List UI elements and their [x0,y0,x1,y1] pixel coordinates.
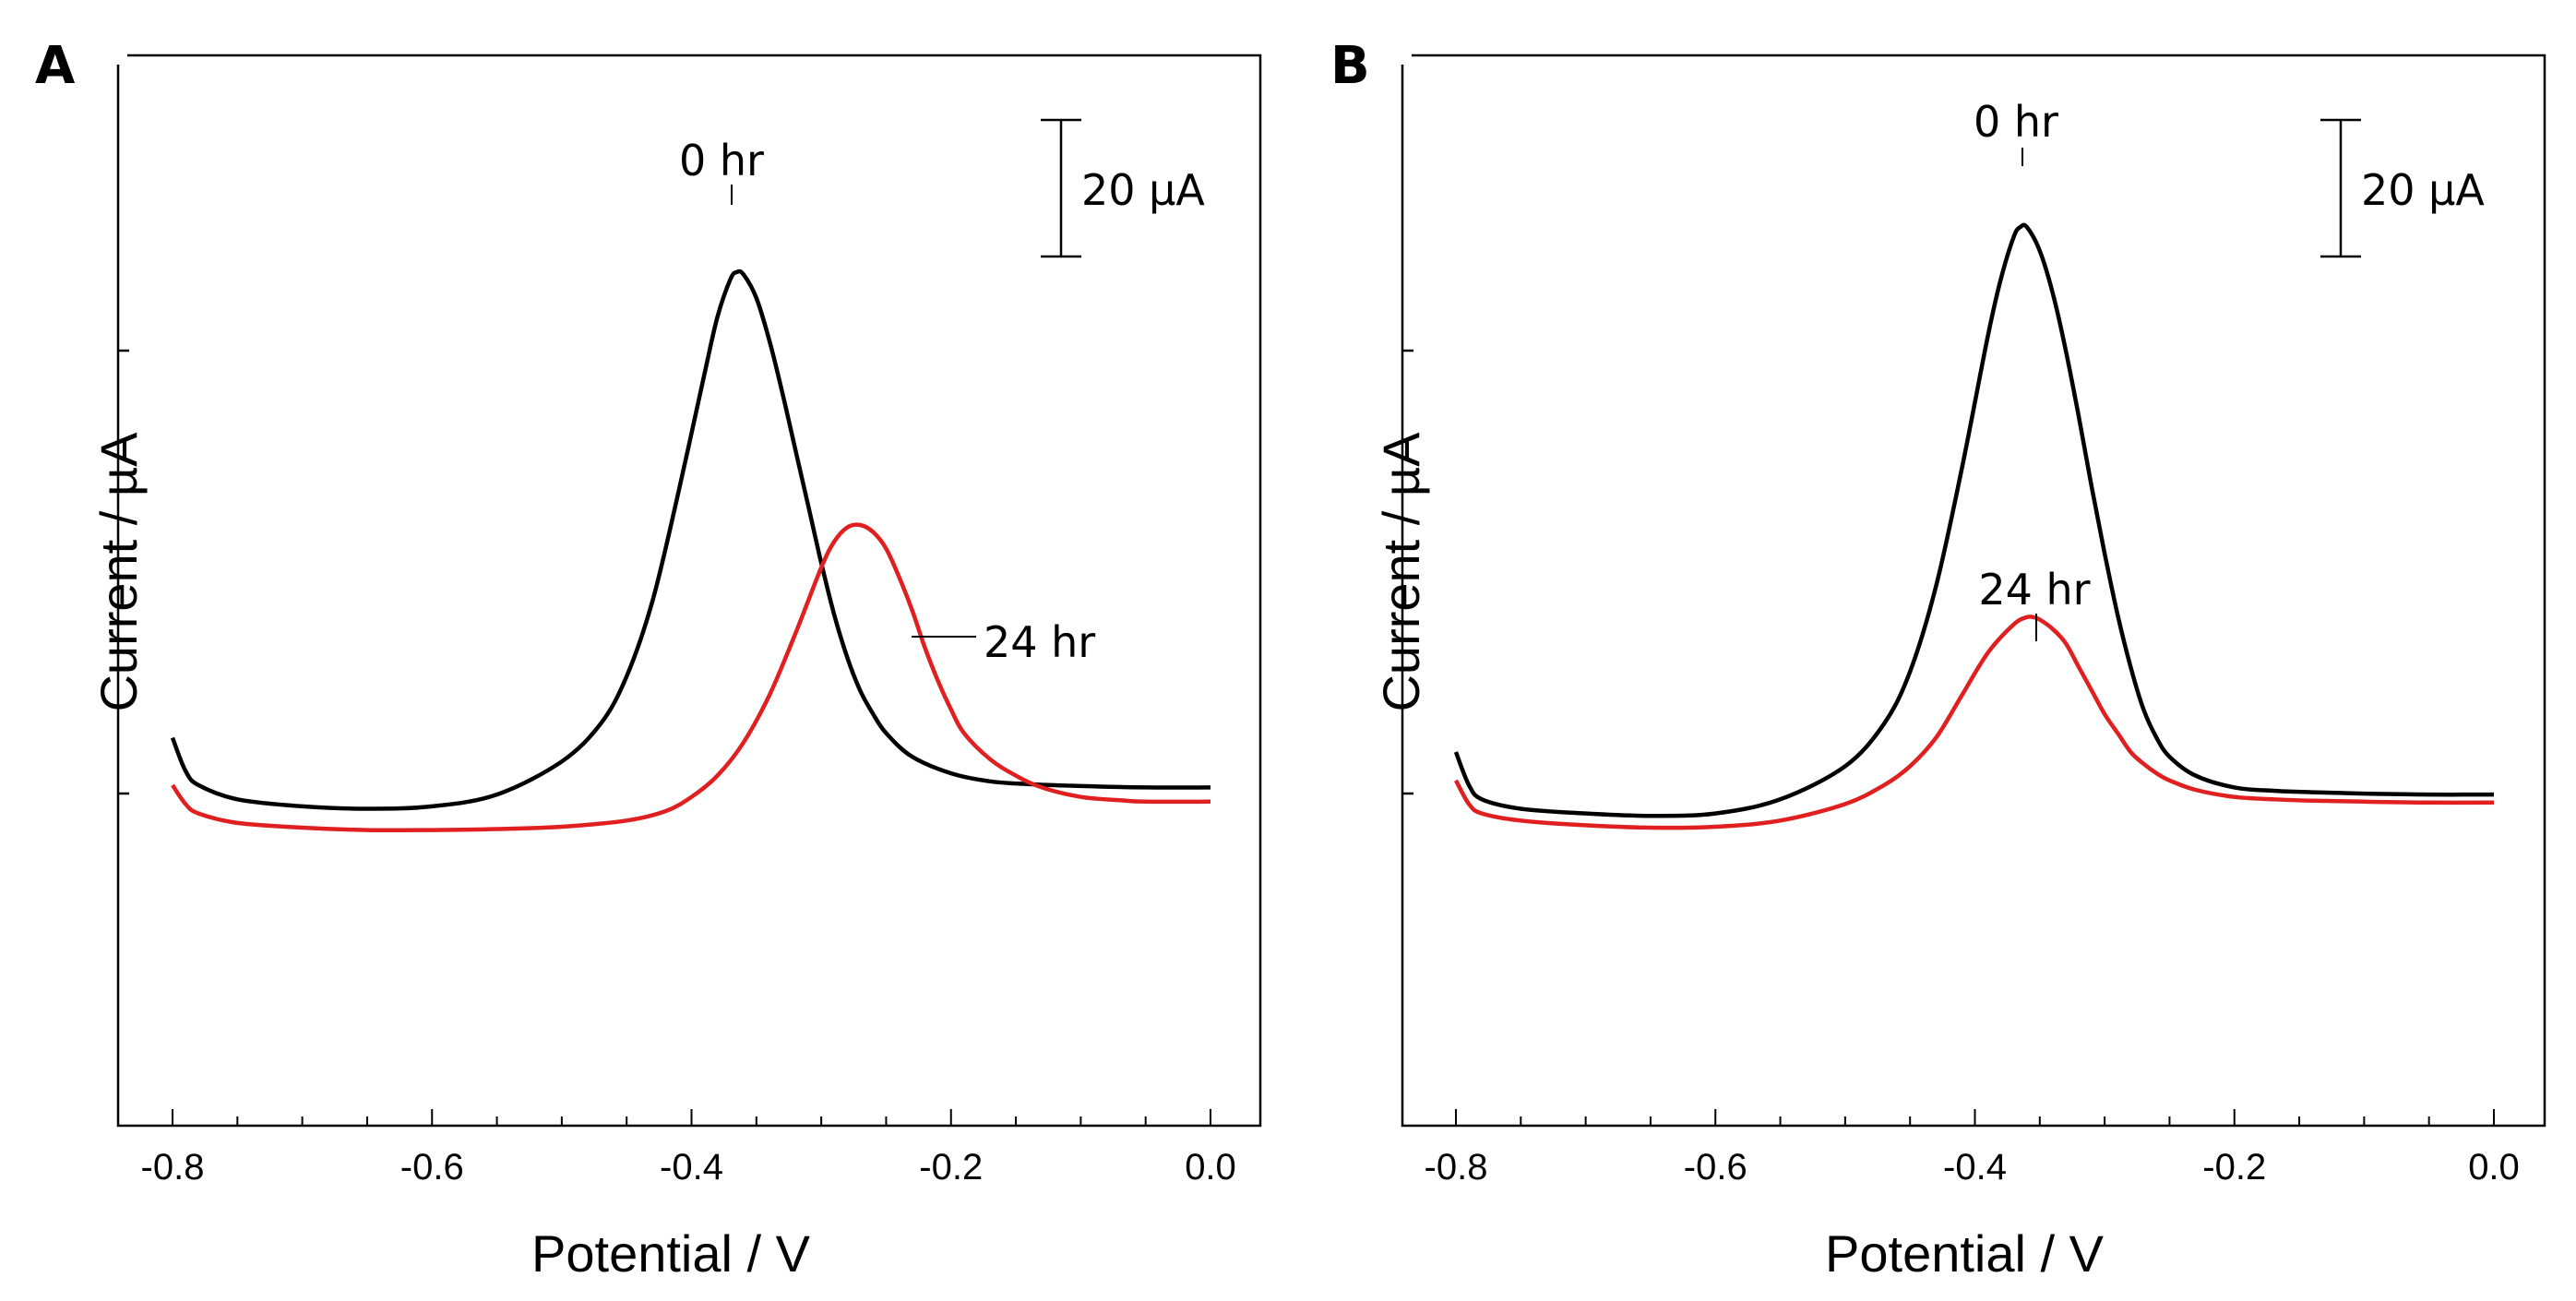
series-layer [1453,222,2495,830]
scale-bar [2320,118,2361,258]
series-line-24-hr [171,522,1211,833]
x-tick-label: -0.2 [919,1147,983,1188]
x-tick-label: -0.4 [660,1147,723,1188]
scale-bar [1041,118,1081,258]
plot-frame [1401,54,2546,1128]
series-line-24-hr [1454,615,2495,830]
panel-label: B [1330,36,1370,96]
y-axis-label: Current / µA [89,432,148,712]
series-line-0-hr [170,269,1211,811]
annotation-label: 0 hr [679,136,764,185]
x-tick-label: -0.6 [400,1147,464,1188]
x-tick-label: -0.4 [1943,1147,2007,1188]
scale-bar-label: 20 µA [1081,165,1205,215]
x-axis-ticks: -0.8 -0.6 -0.4 -0.2 0.0 [141,1109,1236,1188]
x-axis-label: Potential / V [531,1224,811,1283]
panel-b: B -0.8 -0.6 -0.4 -0.2 0.0 0 hr 24 hr 20 µA Po… [1330,36,2546,1283]
axes-frame [1401,54,2546,1128]
panel-label: A [35,36,76,96]
annotation-label: 0 hr [1974,97,2058,147]
x-axis-label: Potential / V [1825,1224,2105,1283]
series-layer [170,269,1211,833]
axes-frame [116,54,1262,1128]
x-tick-label: 0.0 [2468,1147,2520,1188]
x-tick-label: -0.6 [1684,1147,1747,1188]
x-tick-label: -0.8 [141,1147,205,1188]
series-line-0-hr [1453,222,2495,818]
x-axis-ticks: -0.8 -0.6 -0.4 -0.2 0.0 [1425,1109,2520,1188]
scale-bar-label: 20 µA [2361,165,2485,215]
annotation-label: 24 hr [1978,565,2090,615]
x-tick-label: 0.0 [1185,1147,1236,1188]
annotation-layer: 0 hr 24 hr [679,136,1095,667]
annotation-label: 24 hr [984,617,1095,667]
y-axis-label: Current / µA [1372,432,1430,712]
annotation-layer: 0 hr 24 hr [1974,97,2091,641]
panel-a: A -0.8 -0.6 -0.4 -0.2 0.0 0 hr 24 hr 20 µA Po… [35,36,1262,1283]
plot-frame [116,54,1262,1128]
x-tick-label: -0.8 [1425,1147,1488,1188]
x-tick-label: -0.2 [2202,1147,2266,1188]
